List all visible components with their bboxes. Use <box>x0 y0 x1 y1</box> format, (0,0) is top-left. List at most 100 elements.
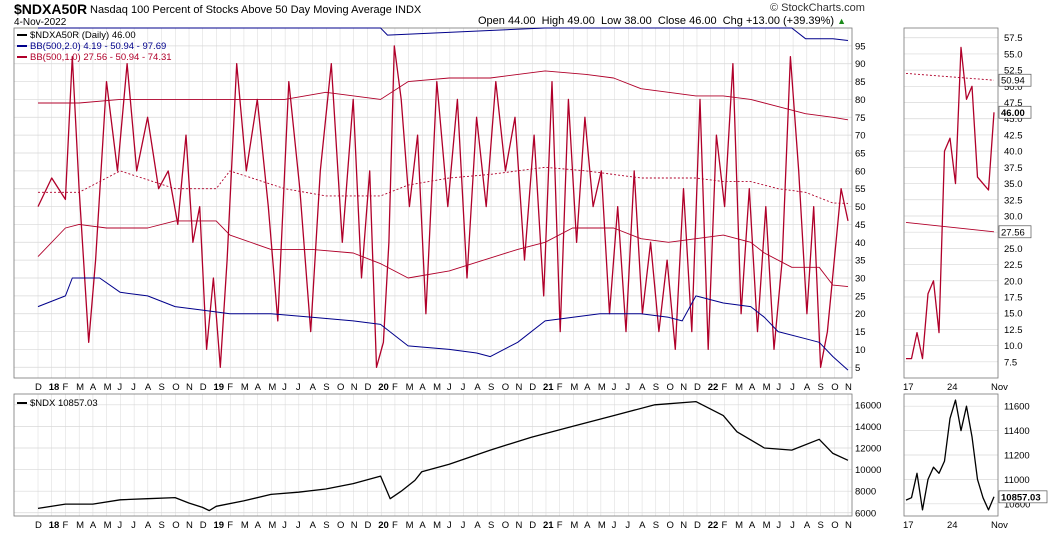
main-xtick-label-5: M <box>104 382 112 393</box>
main-xtick-label-12: D <box>200 382 207 393</box>
main-xtick-label-4: A <box>90 382 97 393</box>
main-xtick-label-13: 19 <box>213 382 224 393</box>
main-xtick-label-46: O <box>667 382 674 393</box>
ndx-xtick-label-46: O <box>667 520 674 531</box>
main_zoom-xtick-label-2: Nov <box>991 382 1008 393</box>
main-ytick-label-6: 35 <box>855 256 866 267</box>
main-ytick-label-16: 85 <box>855 77 866 88</box>
main-xtick-label-15: M <box>241 382 249 393</box>
high-value: 49.00 <box>567 15 595 27</box>
ndx-zoom-value-badge <box>998 490 1048 504</box>
ndx-xtick-label-16: A <box>255 520 262 531</box>
main-xtick-label-25: 20 <box>378 382 389 393</box>
main_zoom-ytick-label-13: 40.0 <box>1004 147 1023 158</box>
ndx-xtick-label-4: A <box>90 520 97 531</box>
zoom-value-badge-label-0: 50.94 <box>1001 76 1025 87</box>
main-series-bb-500-2-0-lower <box>37 277 849 371</box>
ndx_zoom-series--ndx <box>905 399 995 511</box>
ndx-xtick-label-48: D <box>694 520 701 531</box>
main-xtick-label-56: A <box>804 382 811 393</box>
ndx_zoom-ytick-label-3: 11400 <box>1004 426 1030 437</box>
chg-value: +13.00 (+39.39%) <box>745 15 835 27</box>
main-ytick-label-14: 75 <box>855 113 866 124</box>
main-xtick-label-41: M <box>598 382 606 393</box>
ndx-xtick-label-18: J <box>282 520 287 531</box>
main-ytick-label-1: 10 <box>855 345 866 356</box>
main-ytick-label-3: 20 <box>855 309 866 320</box>
main_zoom-ytick-label-20: 57.5 <box>1004 33 1023 44</box>
ndx-xtick-label-22: O <box>337 520 344 531</box>
main-xtick-label-28: A <box>419 382 426 393</box>
ndx-ytick-label-2: 10000 <box>855 465 881 476</box>
ndx-xtick-label-33: S <box>488 520 494 531</box>
main-xtick-label-55: J <box>790 382 795 393</box>
main-xtick-label-17: M <box>268 382 276 393</box>
ndx-xtick-label-47: N <box>680 520 687 531</box>
up-arrow-icon: ▲ <box>837 16 847 26</box>
main-xtick-label-39: M <box>570 382 578 393</box>
high-label: High <box>541 15 565 27</box>
ndx-xtick-label-10: O <box>172 520 179 531</box>
chg-label: Chg <box>722 15 743 27</box>
main-xtick-label-52: A <box>749 382 756 393</box>
main-xtick-label-29: M <box>433 382 441 393</box>
stockcharts-logo: © StockCharts.com <box>770 2 865 14</box>
ndx-xtick-label-29: M <box>433 520 441 531</box>
main_zoom-ytick-label-3: 15.0 <box>1004 309 1023 320</box>
main-xtick-label-49: 22 <box>708 382 719 393</box>
ndx-xtick-label-27: M <box>406 520 414 531</box>
main-xtick-label-11: N <box>186 382 193 393</box>
main-xtick-label-6: J <box>117 382 122 393</box>
main-ytick-label-15: 80 <box>855 95 866 106</box>
main_zoom-xtick-label-0: 17 <box>903 382 914 393</box>
main-xtick-label-20: A <box>310 382 317 393</box>
ndx-xtick-label-54: J <box>776 520 781 531</box>
ndx-xtick-label-43: J <box>625 520 630 531</box>
ndx-series--ndx <box>37 400 849 512</box>
ndx-xtick-label-20: A <box>310 520 317 531</box>
main-xtick-label-9: S <box>159 382 165 393</box>
main-xtick-label-8: A <box>145 382 152 393</box>
main-ytick-label-2: 15 <box>855 327 866 338</box>
main_zoom-series-bb-mid <box>905 72 995 81</box>
main_zoom-ytick-label-5: 20.0 <box>1004 276 1023 287</box>
ndx_zoom-xtick-label-1: 24 <box>947 520 958 531</box>
main-xtick-label-37: 21 <box>543 382 554 393</box>
main-xtick-label-36: D <box>529 382 536 393</box>
main-frame <box>13 27 853 379</box>
main-xtick-label-30: J <box>447 382 452 393</box>
main_zoom-ytick-label-6: 22.5 <box>1004 260 1023 271</box>
main_zoom-ytick-label-17: 50.0 <box>1004 82 1023 93</box>
main-xtick-label-18: J <box>282 382 287 393</box>
ndx-xtick-label-7: J <box>131 520 136 531</box>
ndx-xtick-label-34: O <box>502 520 509 531</box>
ndx-xtick-label-36: D <box>529 520 536 531</box>
ndx-ytick-label-1: 8000 <box>855 487 876 498</box>
main-xtick-label-7: J <box>131 382 136 393</box>
legend-entry-2: BB(500,1.0) 27.56 - 50.94 - 74.31 <box>30 52 172 63</box>
ndx-xtick-label-14: F <box>227 520 233 531</box>
main-ytick-label-18: 95 <box>855 41 866 52</box>
low-label: Low <box>600 15 622 27</box>
main_zoom-ytick-label-18: 52.5 <box>1004 66 1023 77</box>
main_zoom-frame <box>903 27 999 379</box>
main-xtick-label-54: J <box>776 382 781 393</box>
main_zoom-ytick-label-14: 42.5 <box>1004 130 1023 141</box>
ndx-xtick-label-8: A <box>145 520 152 531</box>
main-xtick-label-16: A <box>255 382 262 393</box>
main_zoom-ytick-label-9: 30.0 <box>1004 211 1023 222</box>
main-xtick-label-35: N <box>516 382 523 393</box>
ndx-xtick-label-25: 20 <box>378 520 389 531</box>
description-text: Nasdaq 100 Percent of Stocks Above 50 Da… <box>90 4 392 16</box>
ndx-xtick-label-57: S <box>818 520 824 531</box>
main-xtick-label-10: O <box>172 382 179 393</box>
main_zoom-ytick-label-7: 25.0 <box>1004 244 1023 255</box>
main_zoom-ytick-label-1: 10.0 <box>1004 341 1023 352</box>
ndx-xtick-label-2: F <box>62 520 68 531</box>
ndx-xtick-label-5: M <box>104 520 112 531</box>
ndx-xtick-label-50: F <box>721 520 727 531</box>
main-xtick-label-42: J <box>612 382 617 393</box>
ndx-xtick-label-24: D <box>364 520 371 531</box>
main-series-bb-500-1-0-upper <box>38 70 849 121</box>
main-xtick-label-22: O <box>337 382 344 393</box>
